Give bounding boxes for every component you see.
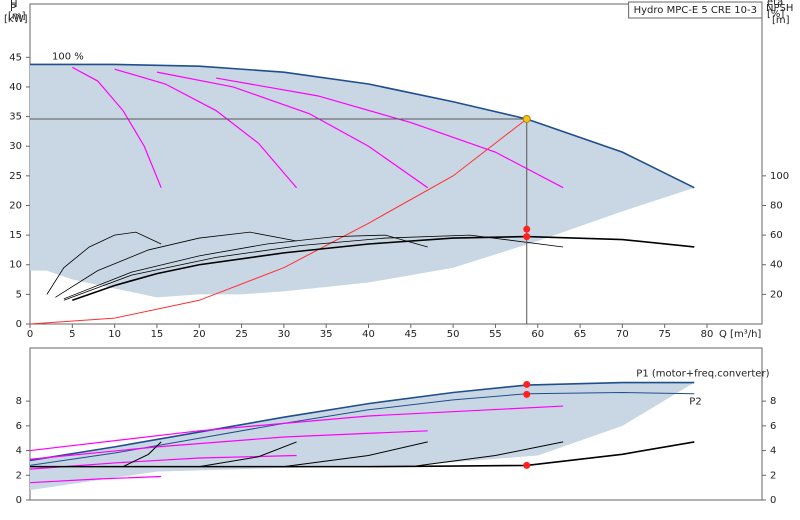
- y-tick-label: 6: [16, 421, 22, 432]
- x-tick-label: 20: [193, 329, 206, 340]
- x-tick-label: 65: [574, 329, 587, 340]
- y-tick-label: 8: [16, 396, 22, 407]
- curve-label: 100 %: [52, 51, 84, 62]
- y-tick-label: 10: [9, 260, 22, 271]
- chart-title: Hydro MPC-E 5 CRE 10-3: [634, 5, 757, 16]
- y-tick-label: 4: [16, 446, 22, 457]
- x-tick-label: 40: [362, 329, 375, 340]
- title-box: [628, 1, 763, 19]
- y-tick-label: 15: [9, 230, 22, 241]
- curve: [30, 63, 695, 189]
- curve: [29, 118, 528, 325]
- curve: [29, 475, 162, 484]
- axis-label: [kW]: [4, 14, 28, 25]
- operating-point: [523, 380, 531, 388]
- y-tick-label: 0: [16, 495, 22, 506]
- y2-tick-label: 100: [770, 171, 789, 182]
- curve: [29, 430, 428, 460]
- x-tick-label: 75: [658, 329, 671, 340]
- curve: [55, 231, 297, 298]
- y2-tick-label: 60: [770, 230, 783, 241]
- curve: [29, 381, 695, 462]
- axis-label: H: [10, 0, 18, 10]
- chart-panel: P1 (motor+freq.converter)P20246802468P[k…: [4, 3, 793, 506]
- x-tick-label: 35: [320, 329, 333, 340]
- axis-label: eta: [767, 0, 783, 8]
- y2-tick-label: 6: [770, 421, 776, 432]
- y-tick-label: 2: [16, 470, 22, 481]
- curve: [216, 77, 564, 189]
- y-tick-label: 0: [16, 319, 22, 330]
- curve: [410, 441, 564, 468]
- y-tick-label: 30: [9, 141, 22, 152]
- curve: [29, 405, 564, 452]
- curve: [63, 234, 564, 301]
- y2-tick-label: 2: [770, 470, 776, 481]
- axis-label: NPSH: [766, 3, 793, 14]
- axis-label: Q [m³/h]: [719, 329, 761, 340]
- x-tick-label: 55: [489, 329, 502, 340]
- x-tick-label: 25: [235, 329, 248, 340]
- curve: [72, 235, 695, 302]
- curve: [122, 441, 162, 468]
- x-tick-label: 15: [151, 329, 164, 340]
- axis-label: [%]: [767, 9, 784, 20]
- x-tick-label: 50: [447, 329, 460, 340]
- operating-point: [523, 225, 531, 233]
- axis-label: P: [10, 3, 16, 14]
- operating-point: [522, 114, 531, 123]
- operating-point: [523, 233, 531, 241]
- axis-label: [m]: [772, 15, 790, 26]
- curve: [72, 66, 162, 188]
- curve-label: P1 (motor+freq.converter): [636, 369, 769, 380]
- x-tick-label: 70: [616, 329, 629, 340]
- y2-tick-label: 4: [770, 446, 776, 457]
- curve: [199, 441, 297, 468]
- y-tick-label: 40: [9, 82, 22, 93]
- y-tick-label: 20: [9, 200, 22, 211]
- y2-tick-label: 40: [770, 260, 783, 271]
- curve: [63, 234, 428, 300]
- operating-point: [523, 390, 531, 398]
- operating-area: [30, 382, 695, 491]
- y-tick-label: 5: [16, 289, 22, 300]
- curve: [156, 71, 429, 189]
- y2-tick-label: 0: [770, 495, 776, 506]
- curve: [283, 441, 428, 468]
- curve: [46, 231, 162, 295]
- x-tick-label: 45: [404, 329, 417, 340]
- y-tick-label: 35: [9, 112, 22, 123]
- y2-tick-label: 80: [770, 200, 783, 211]
- x-tick-label: 80: [701, 329, 714, 340]
- chart-panel: 100 % 0 5 10 15 20 25 30 35 40 45 20 40 60 80 100 0 5 10 15…: [8, 0, 789, 340]
- operating-point: [523, 461, 531, 469]
- axis-label: [m]: [8, 11, 26, 22]
- x-tick-label: 60: [531, 329, 544, 340]
- curve: [114, 68, 298, 189]
- y-tick-label: 45: [9, 52, 22, 63]
- x-tick-label: 0: [27, 329, 33, 340]
- x-tick-label: 30: [278, 329, 291, 340]
- y2-tick-label: 20: [770, 289, 783, 300]
- x-tick-label: 5: [69, 329, 75, 340]
- y2-tick-label: 8: [770, 396, 776, 407]
- y-tick-label: 25: [9, 171, 22, 182]
- x-tick-label: 10: [108, 329, 121, 340]
- curve-label: P2: [689, 397, 701, 408]
